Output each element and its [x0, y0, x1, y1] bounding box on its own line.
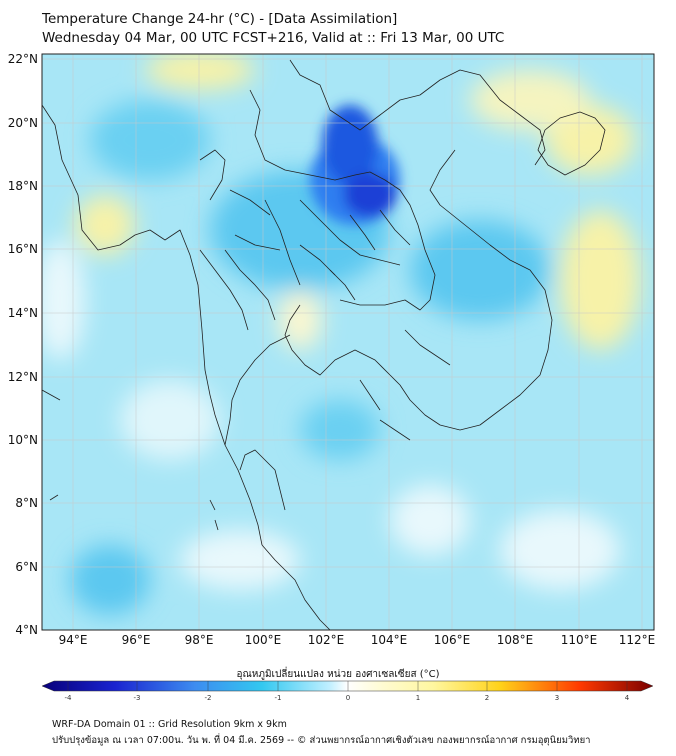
lon-label-102e: 102°E [307, 633, 345, 647]
lat-label-10n: 10°N [7, 433, 38, 447]
lon-label-100e: 100°E [244, 633, 282, 647]
lat-label-18n: 18°N [7, 179, 38, 193]
colorbar-tick: -1 [274, 694, 282, 702]
lon-label-108e: 108°E [496, 633, 534, 647]
colorbar-tick: -3 [133, 694, 141, 702]
map-title: Temperature Change 24-hr (°C) - [Data As… [42, 11, 398, 27]
colorbar-tick: 0 [345, 694, 351, 702]
colorbar-tick: 1 [415, 694, 421, 702]
temperature-field [42, 54, 654, 630]
colorbar-tick: -4 [64, 694, 72, 702]
map-subtitle: Wednesday 04 Mar, 00 UTC FCST+216, Valid… [42, 30, 505, 46]
colorbar-tick: 2 [484, 694, 490, 702]
graticule [42, 54, 654, 630]
lat-label-14n: 14°N [7, 306, 38, 320]
lat-label-6n: 6°N [15, 560, 38, 574]
lat-label-4n: 4°N [15, 623, 38, 637]
footer-model-info: WRF-DA Domain 01 :: Grid Resolution 9km … [52, 719, 287, 730]
lon-label-98e: 98°E [184, 633, 214, 647]
lon-label-112e: 112°E [618, 633, 656, 647]
colorbar [41, 680, 654, 692]
lon-label-106e: 106°E [433, 633, 471, 647]
colorbar-divisions [67, 681, 628, 691]
lon-label-110e: 110°E [560, 633, 598, 647]
colorbar-tick: 3 [554, 694, 560, 702]
colorbar-tick: 4 [624, 694, 630, 702]
colorbar-label: อุณหภูมิเปลี่ยนแปลง หน่วย องศาเซลเซียส (… [236, 669, 440, 680]
footer-credit: ปรับปรุงข้อมูล ณ เวลา 07:00น. วัน พ. ที่… [52, 735, 591, 746]
map-frame [41, 53, 655, 631]
lon-label-96e: 96°E [121, 633, 151, 647]
lat-label-16n: 16°N [7, 242, 38, 256]
colorbar-tick: -2 [204, 694, 212, 702]
coastlines-borders [42, 59, 606, 630]
lat-label-20n: 20°N [7, 116, 38, 130]
lon-label-104e: 104°E [370, 633, 408, 647]
lat-label-22n: 22°N [7, 52, 38, 66]
lat-label-12n: 12°N [7, 370, 38, 384]
lat-label-8n: 8°N [15, 496, 38, 510]
lon-label-94e: 94°E [58, 633, 88, 647]
